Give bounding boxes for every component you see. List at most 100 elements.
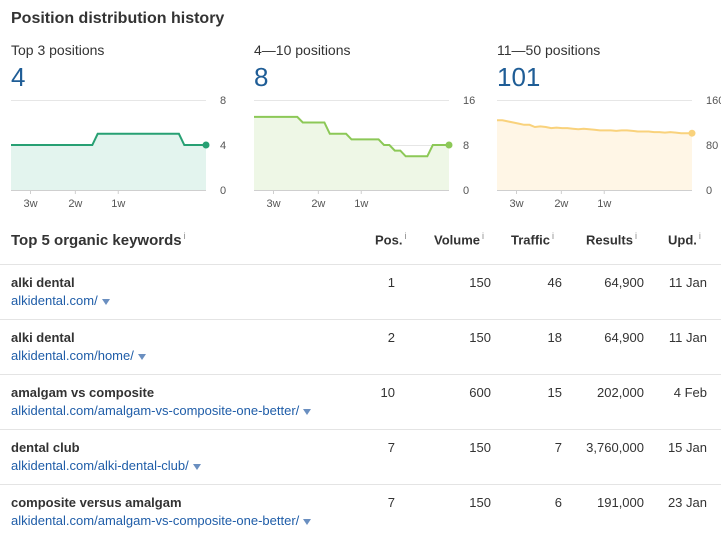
caret-down-icon[interactable] bbox=[303, 408, 312, 415]
x-tick-label: 2w bbox=[68, 198, 82, 210]
traffic-cell: 15 bbox=[547, 385, 562, 400]
chart-plot: 160 80 0 3w 2w 1w bbox=[497, 95, 721, 210]
x-tick-label: 2w bbox=[554, 198, 568, 210]
results-cell: 191,000 bbox=[597, 495, 644, 510]
caret-down-icon[interactable] bbox=[137, 353, 146, 360]
traffic-cell: 18 bbox=[547, 330, 562, 345]
keyword-url-link[interactable]: alkidental.com/alki-dental-club/ bbox=[11, 458, 201, 473]
results-cell: 3,760,000 bbox=[586, 440, 644, 455]
url-text[interactable]: alkidental.com/amalgam-vs-composite-one-… bbox=[11, 403, 300, 418]
y-tick-label: 0 bbox=[463, 185, 469, 197]
upd-cell: 23 Jan bbox=[667, 495, 707, 510]
pos-cell: 7 bbox=[387, 440, 395, 455]
y-tick-label: 8 bbox=[220, 95, 226, 107]
column-header-traffic[interactable]: Traffic i bbox=[511, 231, 554, 247]
url-text[interactable]: alkidental.com/amalgam-vs-composite-one-… bbox=[11, 513, 300, 528]
upd-cell: 11 Jan bbox=[668, 275, 707, 290]
y-tick-label: 160 bbox=[706, 95, 721, 107]
upd-cell: 4 Feb bbox=[673, 385, 707, 400]
keyword-text: dental club bbox=[11, 440, 80, 455]
y-tick-label: 16 bbox=[463, 95, 475, 107]
volume-cell: 150 bbox=[469, 440, 491, 455]
volume-cell: 150 bbox=[469, 330, 491, 345]
traffic-cell: 46 bbox=[547, 275, 562, 290]
column-header-pos[interactable]: Pos. i bbox=[375, 231, 406, 247]
caret-down-icon[interactable] bbox=[303, 518, 312, 525]
chart-count: 8 bbox=[254, 62, 269, 92]
last-point-marker bbox=[202, 141, 210, 149]
pos-cell: 1 bbox=[387, 275, 395, 290]
chart-count: 101 bbox=[497, 62, 541, 92]
volume-cell: 150 bbox=[469, 495, 491, 510]
column-header-upd[interactable]: Upd. i bbox=[668, 231, 701, 247]
results-cell: 202,000 bbox=[597, 385, 644, 400]
section-title: Position distribution history bbox=[11, 10, 225, 27]
keywords-title-text: Top 5 organic keywords bbox=[11, 232, 182, 249]
y-tick-label: 80 bbox=[706, 140, 718, 152]
pos-cell: 10 bbox=[380, 385, 395, 400]
info-icon[interactable]: i bbox=[634, 231, 637, 241]
series-line bbox=[11, 132, 206, 146]
column-header-results[interactable]: Results i bbox=[586, 231, 637, 247]
upd-cell: 11 Jan bbox=[668, 330, 707, 345]
y-tick-label: 0 bbox=[220, 185, 226, 197]
position-chart-3: 11—50 positions 101 160 80 0 3w 2w 1w bbox=[497, 42, 721, 222]
results-cell: 64,900 bbox=[604, 275, 644, 290]
volume-cell: 600 bbox=[469, 385, 491, 400]
keywords-title: Top 5 organic keywords i bbox=[11, 231, 186, 249]
x-tick-label: 3w bbox=[509, 198, 523, 210]
x-tick-label: 2w bbox=[311, 198, 325, 210]
column-header-results-label: Results bbox=[586, 232, 633, 248]
table-row: dental club alkidental.com/alki-dental-cl… bbox=[0, 429, 721, 484]
results-cell: 64,900 bbox=[604, 330, 644, 345]
pos-cell: 7 bbox=[387, 495, 395, 510]
keyword-url-link[interactable]: alkidental.com/ bbox=[11, 293, 110, 308]
url-text[interactable]: alkidental.com/alki-dental-club/ bbox=[11, 458, 189, 473]
series-area bbox=[497, 120, 692, 190]
x-tick-label: 3w bbox=[23, 198, 37, 210]
info-icon[interactable]: i bbox=[482, 231, 484, 241]
chart-plot: 16 8 0 3w 2w 1w bbox=[254, 95, 475, 210]
y-tick-label: 4 bbox=[220, 140, 226, 152]
keyword-url-link[interactable]: alkidental.com/home/ bbox=[11, 348, 146, 363]
url-text[interactable]: alkidental.com/ bbox=[11, 293, 98, 308]
chart-plot: 8 4 0 3w 2w 1w bbox=[11, 95, 226, 210]
traffic-cell: 6 bbox=[554, 495, 562, 510]
series-line bbox=[497, 119, 692, 135]
keyword-text: amalgam vs composite bbox=[11, 385, 155, 400]
x-tick-label: 1w bbox=[354, 198, 368, 210]
chart-label: 4—10 positions bbox=[254, 42, 351, 58]
column-header-pos-label: Pos. bbox=[375, 232, 403, 248]
series-area bbox=[11, 133, 206, 190]
column-header-upd-label: Upd. bbox=[668, 232, 697, 248]
chart-label: 11—50 positions bbox=[497, 42, 601, 58]
caret-down-icon[interactable] bbox=[101, 298, 110, 305]
keyword-url-link[interactable]: alkidental.com/amalgam-vs-composite-one-… bbox=[11, 403, 312, 418]
x-tick-label: 3w bbox=[266, 198, 280, 210]
caret-down-icon[interactable] bbox=[192, 463, 201, 470]
table-row: amalgam vs composite alkidental.com/amalg… bbox=[0, 374, 721, 429]
url-text[interactable]: alkidental.com/home/ bbox=[11, 348, 134, 363]
position-chart-1: Top 3 positions 4 8 4 0 3w 2w 1w bbox=[11, 42, 231, 222]
info-icon[interactable]: i bbox=[404, 231, 407, 241]
upd-cell: 15 Jan bbox=[667, 440, 707, 455]
last-point-marker bbox=[688, 129, 696, 137]
keyword-text: composite versus amalgam bbox=[11, 495, 182, 510]
info-icon[interactable]: i bbox=[183, 231, 186, 241]
info-icon[interactable]: i bbox=[552, 231, 555, 241]
column-header-volume-label: Volume bbox=[434, 232, 480, 248]
column-header-volume[interactable]: Volume i bbox=[434, 231, 484, 247]
pos-cell: 2 bbox=[387, 330, 395, 345]
last-point-marker bbox=[445, 141, 453, 149]
keyword-url-link[interactable]: alkidental.com/amalgam-vs-composite-one-… bbox=[11, 513, 312, 528]
traffic-cell: 7 bbox=[554, 440, 562, 455]
y-tick-label: 8 bbox=[463, 140, 469, 152]
volume-cell: 150 bbox=[469, 275, 491, 290]
table-row: composite versus amalgam alkidental.com/a… bbox=[0, 484, 721, 536]
position-chart-2: 4—10 positions 8 16 8 0 3w 2w 1w bbox=[254, 42, 475, 222]
table-row: alki dental alkidental.com/1 150 46 64,900 11… bbox=[0, 264, 721, 319]
series-line bbox=[254, 115, 449, 158]
info-icon[interactable]: i bbox=[698, 231, 701, 241]
chart-count: 4 bbox=[11, 62, 26, 92]
x-tick-label: 1w bbox=[111, 198, 125, 210]
